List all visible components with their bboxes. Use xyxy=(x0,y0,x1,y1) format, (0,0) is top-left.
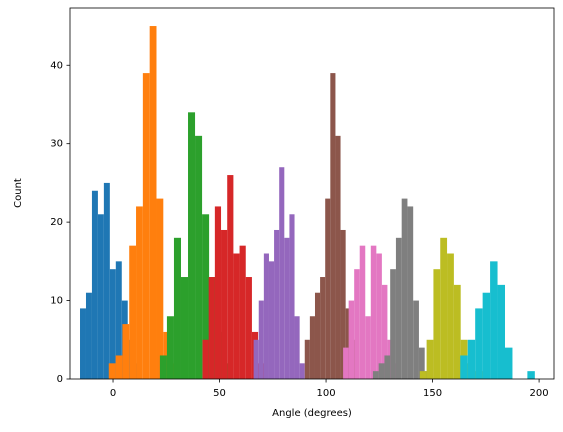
bar xyxy=(314,292,321,379)
bar xyxy=(390,269,396,379)
bar xyxy=(279,167,285,379)
bar xyxy=(129,245,137,379)
bar xyxy=(309,316,315,379)
bar xyxy=(136,206,143,379)
y-tick-label: 10 xyxy=(50,296,63,307)
bar xyxy=(289,214,295,379)
bar xyxy=(156,198,164,379)
bar xyxy=(195,135,203,379)
bar xyxy=(365,316,371,379)
bar xyxy=(103,182,110,379)
bar xyxy=(376,253,382,379)
bar xyxy=(274,229,280,379)
bar xyxy=(80,308,86,379)
y-tick-label: 40 xyxy=(50,60,63,71)
bar xyxy=(108,363,116,379)
bar xyxy=(467,339,476,379)
y-axis-label: Count xyxy=(13,178,24,208)
bar xyxy=(335,135,341,379)
x-tick-label: 200 xyxy=(530,388,549,399)
bar xyxy=(325,198,331,379)
bar xyxy=(239,245,246,379)
x-axis-label: Angle (degrees) xyxy=(272,408,352,419)
bar xyxy=(527,371,535,379)
bar xyxy=(208,277,215,379)
bar xyxy=(505,347,513,379)
bar xyxy=(447,253,454,379)
bar xyxy=(384,355,391,379)
bar xyxy=(258,300,264,379)
x-tick-label: 0 xyxy=(110,388,116,399)
bar xyxy=(149,26,157,380)
bar xyxy=(268,261,275,379)
bar xyxy=(426,339,434,379)
bar xyxy=(418,347,425,379)
bar xyxy=(354,269,360,379)
bar xyxy=(304,339,310,379)
bar xyxy=(475,308,483,379)
y-tick-label: 30 xyxy=(50,139,63,150)
bar xyxy=(359,245,366,379)
bar xyxy=(85,292,92,379)
bar xyxy=(245,277,252,379)
bar xyxy=(227,175,234,379)
y-tick-label: 20 xyxy=(50,217,63,228)
bar xyxy=(381,284,388,379)
bar xyxy=(115,355,123,379)
bar xyxy=(482,292,491,379)
bar xyxy=(97,214,104,379)
bar xyxy=(188,112,196,379)
bar xyxy=(407,206,414,379)
x-tick-label: 50 xyxy=(213,388,226,399)
bar xyxy=(166,316,174,379)
bar xyxy=(453,284,461,379)
bar xyxy=(497,284,506,379)
bar xyxy=(340,229,346,379)
bar xyxy=(294,316,300,379)
bar xyxy=(490,261,498,379)
plot-area xyxy=(80,26,535,380)
bar xyxy=(233,253,240,379)
bar xyxy=(401,198,408,379)
bar xyxy=(214,206,222,379)
bar xyxy=(91,190,98,379)
bar xyxy=(320,277,326,379)
bar xyxy=(263,253,269,379)
bar xyxy=(284,237,290,379)
bar xyxy=(180,277,189,379)
bar xyxy=(221,229,228,379)
bar xyxy=(378,363,385,379)
bar xyxy=(413,300,419,379)
y-tick-label: 0 xyxy=(57,374,63,385)
bar xyxy=(330,73,336,380)
bar xyxy=(142,73,150,380)
x-tick-label: 100 xyxy=(317,388,336,399)
bar xyxy=(253,339,259,379)
bar xyxy=(433,269,441,379)
bar xyxy=(115,261,122,379)
x-tick-label: 150 xyxy=(423,388,442,399)
bar xyxy=(440,237,448,379)
bar xyxy=(202,339,209,379)
bar xyxy=(109,269,116,379)
bar xyxy=(370,245,377,379)
bar xyxy=(343,347,349,379)
bar xyxy=(202,214,210,379)
bar xyxy=(372,371,379,379)
bar xyxy=(122,324,130,379)
axes-frame xyxy=(69,7,555,380)
bar xyxy=(345,308,351,379)
bar xyxy=(173,237,181,379)
bar xyxy=(419,371,427,379)
bar xyxy=(460,355,468,379)
bar xyxy=(395,237,402,379)
bar xyxy=(159,355,167,379)
bar xyxy=(299,363,305,379)
bar xyxy=(348,300,355,379)
